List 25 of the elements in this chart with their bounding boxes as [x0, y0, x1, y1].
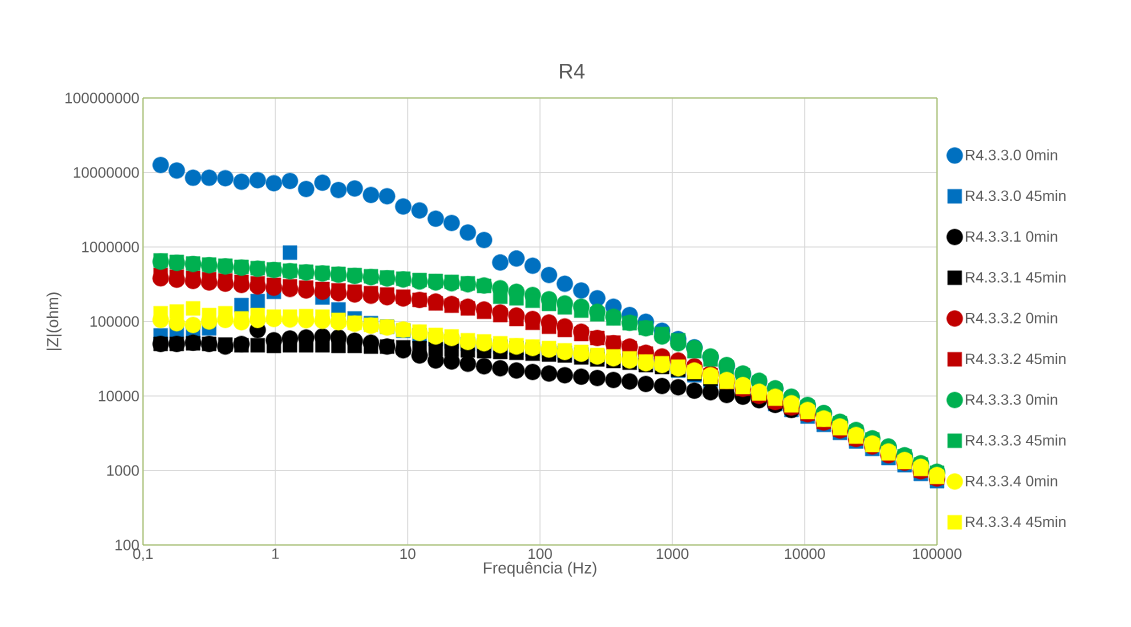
x-tick-label: 100 [528, 548, 552, 560]
y-tick-label: 10000000 [73, 167, 139, 178]
x-tick-label: 10000 [784, 548, 825, 560]
x-tick-label: 1000 [656, 548, 689, 560]
y-tick-label: 1000000 [82, 241, 139, 253]
y-tick-label: 100000 [90, 316, 139, 327]
legend-label: R4.3.3.4 45min [965, 516, 1066, 528]
x-axis-title: Frequência (Hz) [483, 561, 597, 577]
x-tick-label: 1 [272, 548, 279, 559]
legend-label: R4.3.3.3 45min [965, 434, 1066, 446]
x-tick-label: 100000 [913, 548, 962, 560]
legend-label: R4.3.3.2 45min [965, 353, 1066, 365]
legend-label: R4.3.3.1 45min [965, 271, 1066, 283]
x-tick-label: 10 [400, 548, 416, 560]
legend-label: R4.3.3.0 45min [965, 190, 1066, 202]
y-tick-label: 1000 [107, 465, 139, 476]
y-axis-title: |Z|(ohm) [46, 292, 62, 350]
chart-title: R4 [560, 64, 585, 79]
legend-label: R4.3.3.4 0min [965, 475, 1058, 487]
legend-label: R4.3.3.2 0min [965, 312, 1058, 324]
legend-label: R4.3.3.3 0min [965, 393, 1058, 405]
legend-label: R4.3.3.0 0min [965, 149, 1058, 161]
legend-label: R4.3.3.1 0min [965, 230, 1058, 242]
y-tick-label: 10000 [98, 390, 139, 402]
y-tick-label: 100000000 [65, 92, 139, 104]
